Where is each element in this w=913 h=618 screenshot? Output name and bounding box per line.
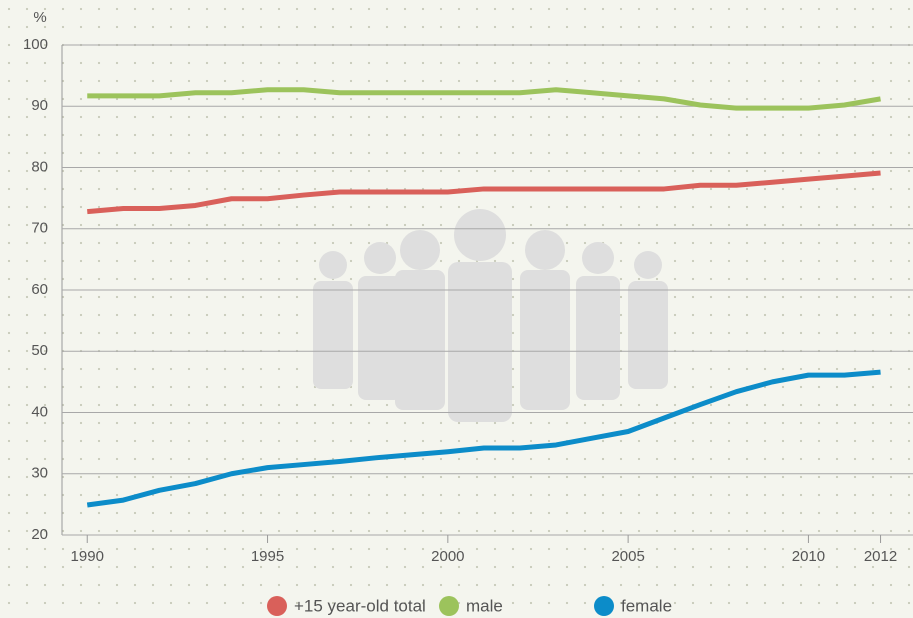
x-tick-label: 2000 [431, 548, 464, 565]
line [87, 87, 881, 111]
legend-marker [267, 596, 287, 616]
y-tick-label: 60 [31, 281, 48, 298]
legend-marker [594, 596, 614, 616]
y-tick-label: 90 [31, 97, 48, 114]
y-tick-label: 100 [23, 36, 48, 53]
background-figures [313, 209, 668, 422]
legend-label: +15 year-old total [294, 596, 426, 615]
x-tick-label: 2005 [611, 548, 644, 565]
legend-label: male [466, 596, 503, 615]
x-tick-label: 1990 [71, 548, 104, 565]
x-tick-label: 2012 [864, 548, 897, 565]
y-tick-label: 30 [31, 465, 48, 482]
y-tick-label: 40 [31, 403, 48, 420]
legend-label: female [621, 596, 672, 615]
y-tick-label: 80 [31, 158, 48, 175]
line [86, 369, 881, 508]
x-tick-label: 2010 [792, 548, 825, 565]
line [87, 170, 881, 215]
y-axis-label: % [33, 9, 46, 26]
y-tick-label: 70 [31, 220, 48, 237]
y-tick-label: 20 [31, 526, 48, 543]
legend-marker [439, 596, 459, 616]
y-tick-label: 50 [31, 342, 48, 359]
x-tick-label: 1995 [251, 548, 284, 565]
